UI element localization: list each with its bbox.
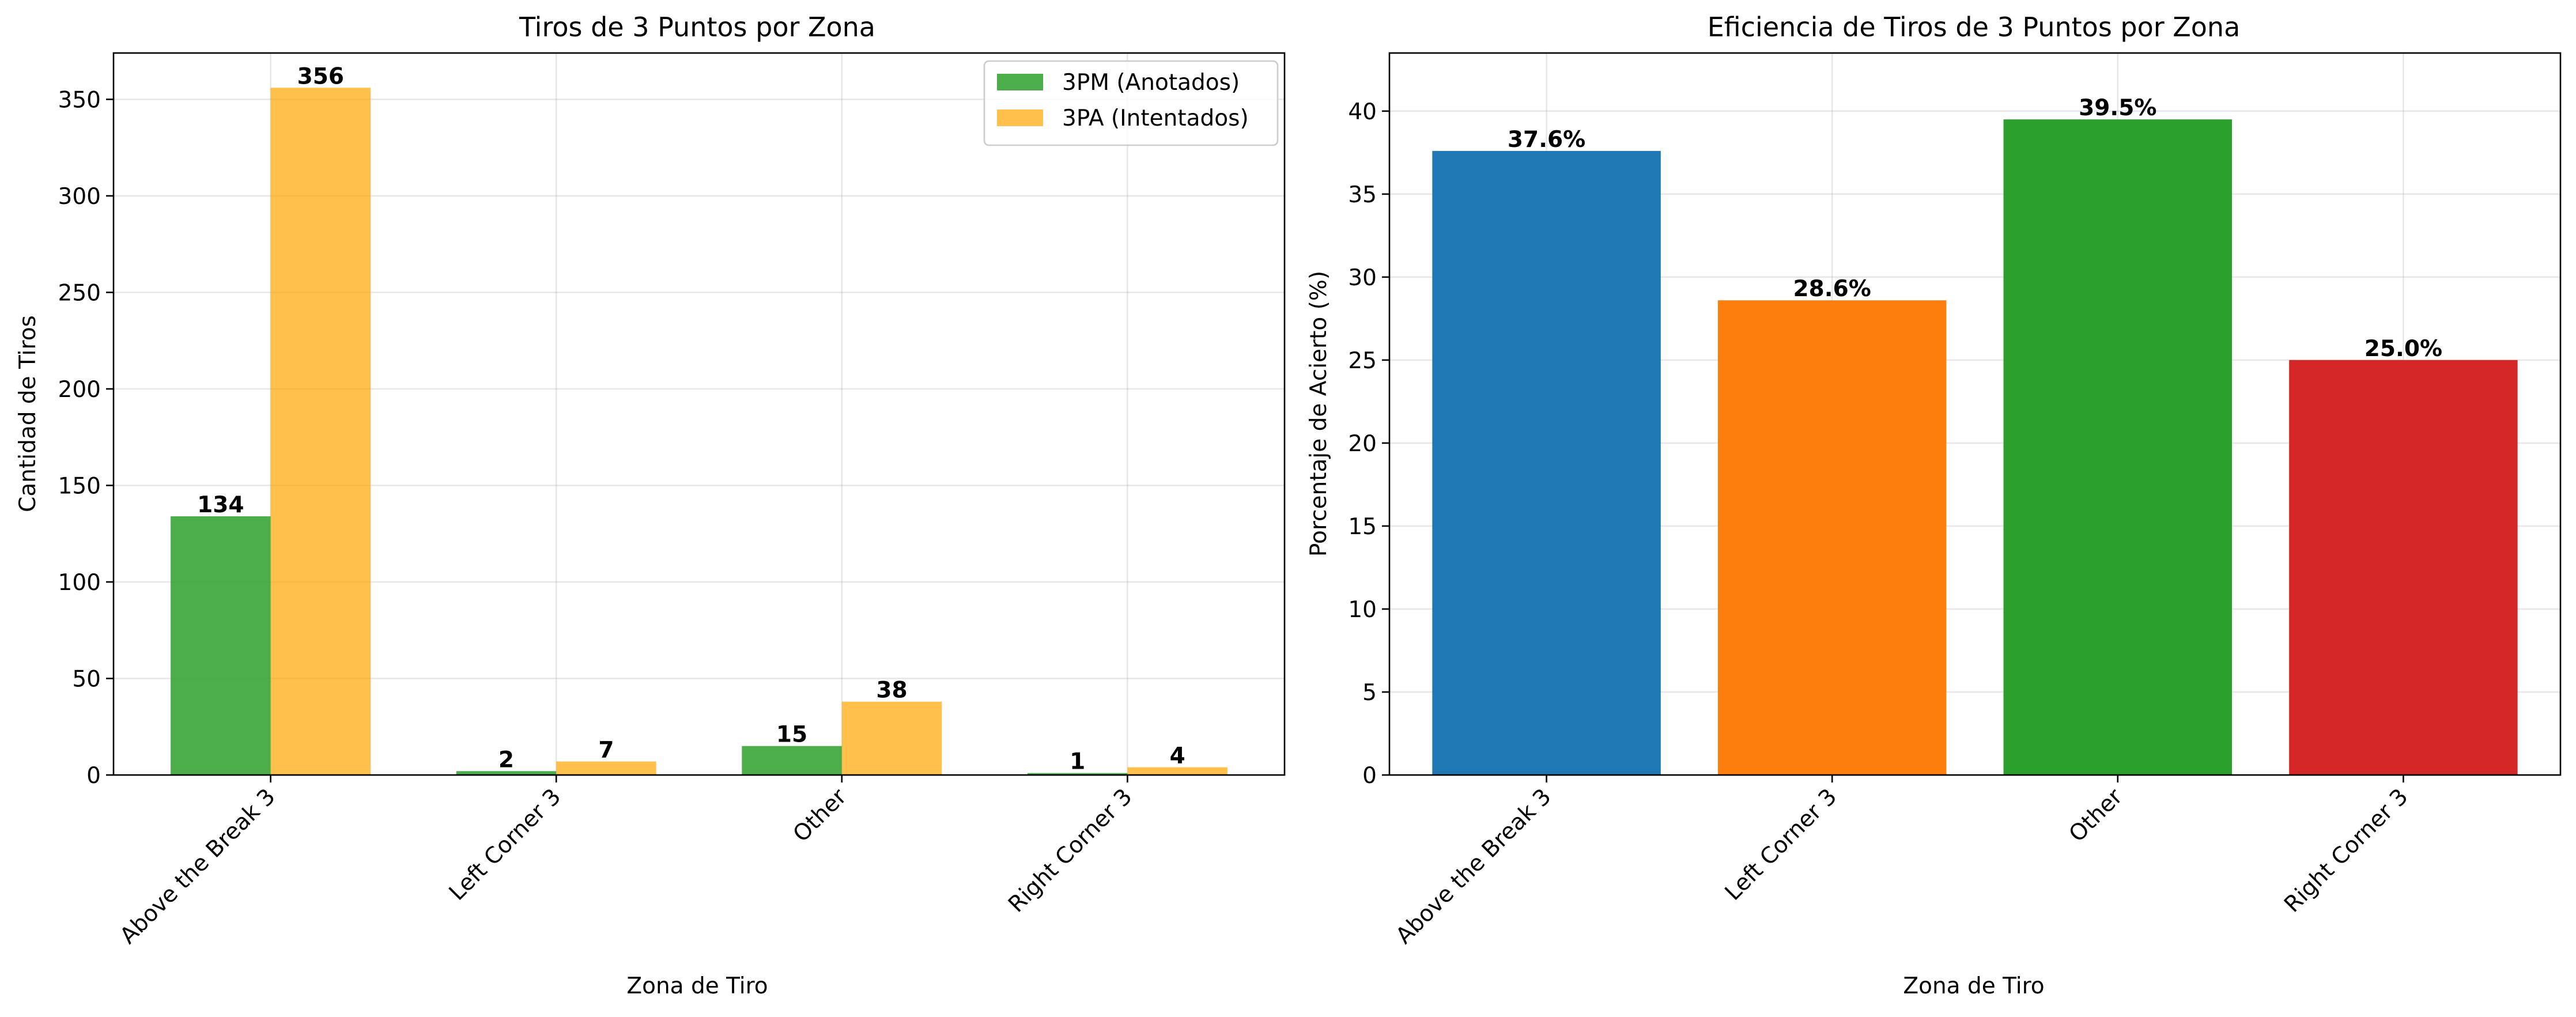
bar-3pa-intentados-left-corner-3 [556, 761, 656, 775]
data-label-right-corner-3: 25.0% [2365, 336, 2442, 362]
x-tick-label-left-corner-3: Left Corner 3 [444, 784, 566, 906]
data-label-3pm-anotados-above-the-break-3: 134 [197, 492, 244, 518]
x-tick-label-left-corner-3: Left Corner 3 [1720, 784, 1842, 906]
legend-label-3pm: 3PM (Anotados) [1062, 70, 1240, 96]
x-tick-label-other: Other [788, 784, 852, 848]
legend-swatch-3pa [997, 109, 1043, 126]
bar-above-the-break-3 [1432, 150, 1661, 775]
data-label-3pa-intentados-right-corner-3: 4 [1170, 743, 1185, 769]
y-tick-label: 10 [1348, 597, 1377, 623]
chart2-bars [1432, 119, 2518, 775]
bar-other [2003, 119, 2233, 775]
legend-label-3pa: 3PA (Intentados) [1062, 105, 1249, 131]
data-label-other: 39.5% [2079, 95, 2156, 121]
y-tick-label: 15 [1348, 514, 1377, 540]
y-tick-label: 5 [1362, 680, 1377, 706]
y-tick-label: 50 [72, 666, 101, 692]
bar-3pm-anotados-left-corner-3 [456, 771, 557, 775]
chart1-data-labels: 134 2 15 1 356 7 38 4 [197, 63, 1185, 774]
chart2-data-labels: 37.6% 28.6% 39.5% 25.0% [1508, 95, 2442, 362]
chart1-xlabel: Zona de Tiro [626, 973, 768, 999]
chart2-axes-frame [1388, 52, 2562, 776]
y-tick-label: 150 [58, 473, 101, 499]
x-tick-label-other: Other [2064, 784, 2128, 848]
y-tick-label: 250 [58, 280, 101, 306]
data-label-3pa-intentados-other: 38 [876, 678, 907, 704]
chart1-bars [171, 88, 1227, 775]
data-label-3pa-intentados-above-the-break-3: 356 [297, 63, 344, 89]
x-tick-label-above-the-break-3: Above the Break 3 [115, 784, 281, 949]
y-tick-label: 25 [1348, 348, 1377, 374]
bar-3pa-intentados-other [841, 701, 942, 775]
data-label-3pm-anotados-right-corner-3: 1 [1070, 749, 1085, 775]
bar-3pa-intentados-right-corner-3 [1127, 767, 1227, 775]
data-label-3pm-anotados-left-corner-3: 2 [498, 747, 514, 773]
y-tick-label: 350 [58, 87, 101, 113]
y-tick-label: 0 [86, 763, 101, 789]
bar-3pm-anotados-other [742, 746, 842, 775]
y-tick-label: 200 [58, 377, 101, 403]
x-tick-label-right-corner-3: Right Corner 3 [2279, 784, 2413, 917]
bar-3pm-anotados-right-corner-3 [1027, 773, 1128, 775]
x-tick-label-above-the-break-3: Above the Break 3 [1391, 784, 1557, 949]
chart2-ylabel: Porcentaje de Acierto (%) [1306, 271, 1332, 557]
legend-swatch-3pm [997, 74, 1043, 90]
chart1-ylabel: Cantidad de Tiros [15, 315, 41, 512]
chart2-xlabel: Zona de Tiro [1903, 973, 2044, 999]
data-label-left-corner-3: 28.6% [1793, 276, 1871, 302]
chart1-axes-frame [112, 52, 1286, 776]
y-tick-label: 30 [1348, 265, 1377, 291]
data-label-3pa-intentados-left-corner-3: 7 [598, 738, 614, 763]
y-tick-label: 35 [1348, 182, 1377, 208]
y-tick-label: 40 [1348, 99, 1377, 125]
data-label-3pm-anotados-other: 15 [776, 722, 807, 748]
bar-left-corner-3 [1717, 300, 1947, 775]
x-tick-label-right-corner-3: Right Corner 3 [1003, 784, 1137, 917]
chart2-title: Eficiencia de Tiros de 3 Puntos por Zona [1708, 12, 2241, 43]
y-tick-label: 0 [1362, 763, 1377, 789]
data-label-above-the-break-3: 37.6% [1508, 127, 1585, 153]
bar-right-corner-3 [2289, 360, 2518, 775]
y-tick-label: 300 [58, 184, 101, 210]
y-tick-label: 100 [58, 570, 101, 596]
chart1-legend: 3PM (Anotados) 3PA (Intentados) [983, 60, 1279, 146]
shots-by-zone-chart: Tiros de 3 Puntos por Zona 134 2 15 1 356 7 38… [15, 12, 1286, 999]
chart1-title: Tiros de 3 Puntos por Zona [519, 12, 875, 43]
legend-box [983, 60, 1279, 146]
efficiency-by-zone-chart: Eficiencia de Tiros de 3 Puntos por Zona… [1306, 12, 2562, 999]
y-tick-label: 20 [1348, 431, 1377, 457]
bar-3pa-intentados-above-the-break-3 [270, 88, 371, 775]
bar-3pm-anotados-above-the-break-3 [171, 516, 271, 775]
